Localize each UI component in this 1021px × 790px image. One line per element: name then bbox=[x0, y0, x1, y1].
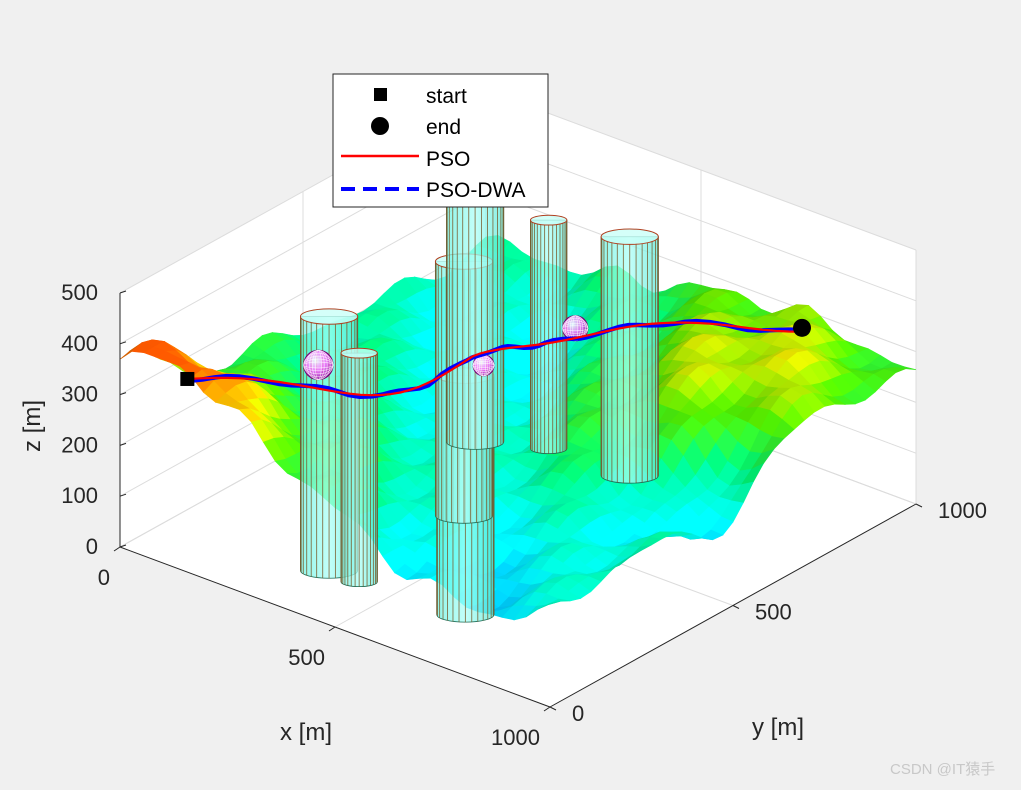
cylinder-top bbox=[299, 308, 359, 325]
sphere-obstacle bbox=[303, 349, 334, 381]
z-tick-label: 0 bbox=[86, 534, 98, 559]
legend: start end PSO PSO-DWA bbox=[332, 73, 549, 208]
z-tick-label: 500 bbox=[61, 280, 98, 305]
x-tick-label: 500 bbox=[288, 645, 325, 670]
z-tick-mark bbox=[119, 544, 127, 548]
x-axis-label: x [m] bbox=[280, 719, 332, 746]
y-tick-mark bbox=[915, 503, 923, 508]
cylinder-obstacle bbox=[600, 228, 659, 484]
y-tick-mark bbox=[732, 605, 740, 609]
sphere-obstacle bbox=[562, 315, 589, 342]
sphere-obstacle bbox=[472, 354, 495, 377]
sphere-meridian bbox=[306, 349, 331, 380]
z-tick-mark bbox=[119, 442, 127, 446]
z-tick-mark bbox=[119, 493, 127, 497]
cylinder-top bbox=[340, 347, 378, 359]
x-tick-mark bbox=[328, 626, 336, 632]
legend-end-marker bbox=[371, 117, 389, 135]
legend-psodwa-label: PSO-DWA bbox=[426, 179, 526, 202]
cylinder-obstacle bbox=[529, 214, 568, 454]
paths bbox=[187, 318, 803, 400]
y-tick-label: 0 bbox=[572, 701, 584, 726]
x-tick-mark bbox=[113, 546, 121, 552]
cylinder-top bbox=[600, 228, 659, 245]
sphere-body bbox=[303, 349, 334, 381]
x-tick-mark bbox=[543, 706, 551, 712]
cylinder-top bbox=[529, 214, 568, 226]
y-tick-label: 1000 bbox=[938, 498, 987, 523]
cylinder-obstacle bbox=[340, 347, 378, 587]
z-axis-label: z [m] bbox=[19, 400, 46, 452]
markers bbox=[180, 318, 811, 386]
z-tick-label: 100 bbox=[61, 483, 98, 508]
tick-labels: 0 100 200 300 400 500 0 500 1000 0 500 1000 bbox=[61, 280, 987, 750]
legend-pso-label: PSO bbox=[426, 148, 470, 171]
z-tick-label: 400 bbox=[61, 331, 98, 356]
z-tick-mark bbox=[119, 392, 127, 396]
legend-box bbox=[332, 73, 549, 208]
end-marker bbox=[793, 318, 811, 337]
x-tick-label: 0 bbox=[98, 565, 110, 590]
y-tick-label: 500 bbox=[755, 600, 792, 625]
sphere-obstacles bbox=[303, 315, 589, 381]
z-tick-label: 300 bbox=[61, 382, 98, 407]
legend-start-label: start bbox=[426, 85, 467, 108]
y-axis-label: y [m] bbox=[752, 714, 804, 741]
y-tick-mark bbox=[549, 706, 557, 711]
legend-end-label: end bbox=[426, 116, 461, 139]
pso-path bbox=[187, 321, 803, 397]
sphere-parallel bbox=[472, 356, 495, 375]
watermark: CSDN @IT猿手 bbox=[890, 761, 995, 778]
start-marker bbox=[180, 371, 195, 386]
z-tick-mark bbox=[119, 341, 127, 345]
cylinder-obstacle bbox=[446, 179, 505, 450]
z-tick-mark bbox=[119, 290, 127, 294]
terrain-patch bbox=[537, 601, 561, 610]
sphere-parallel bbox=[303, 352, 334, 378]
x-tick-label: 1000 bbox=[491, 725, 540, 750]
legend-start-marker bbox=[374, 88, 387, 101]
z-tick-label: 200 bbox=[61, 432, 98, 457]
